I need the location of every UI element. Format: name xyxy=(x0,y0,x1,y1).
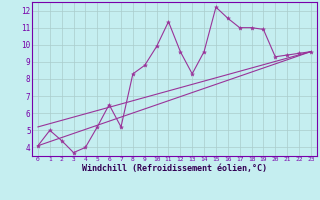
X-axis label: Windchill (Refroidissement éolien,°C): Windchill (Refroidissement éolien,°C) xyxy=(82,164,267,173)
